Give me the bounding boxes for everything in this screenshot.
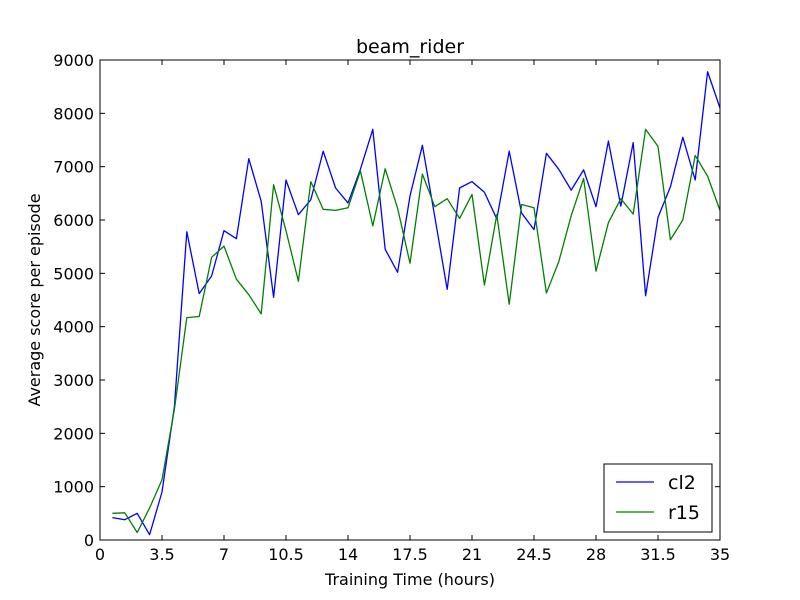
x-tick-label: 31.5 xyxy=(640,545,676,564)
y-tick-label: 1000 xyxy=(53,478,94,497)
y-tick-label: 5000 xyxy=(53,264,94,283)
y-tick-label: 8000 xyxy=(53,104,94,123)
x-axis: 0 3.5 7 10.5 14 17.5 21 24.5 28 31.5 35 xyxy=(95,60,730,564)
y-tick-label: 9000 xyxy=(53,51,94,70)
x-tick-label: 21 xyxy=(462,545,482,564)
x-tick-label: 24.5 xyxy=(516,545,552,564)
x-tick-label: 3.5 xyxy=(149,545,174,564)
y-tick-label: 3000 xyxy=(53,371,94,390)
y-tick-label: 7000 xyxy=(53,158,94,177)
x-tick-label: 14 xyxy=(338,545,358,564)
x-tick-label: 7 xyxy=(219,545,229,564)
x-tick-label: 28 xyxy=(586,545,606,564)
legend-box xyxy=(603,463,713,533)
legend-label-r15: r15 xyxy=(668,502,700,524)
legend-label-cl2: cl2 xyxy=(668,472,696,494)
series-line-cl2 xyxy=(112,71,721,536)
series-layer xyxy=(112,71,721,536)
x-tick-label: 35 xyxy=(710,545,730,564)
y-axis: 0 1000 2000 3000 4000 5000 6000 7000 8000 9000 xyxy=(53,51,720,550)
y-tick-label: 0 xyxy=(84,531,94,550)
y-tick-label: 2000 xyxy=(53,424,94,443)
chart-title: beam_rider xyxy=(356,36,464,58)
y-tick-label: 6000 xyxy=(53,211,94,230)
y-tick-label: 4000 xyxy=(53,318,94,337)
series-line-r15 xyxy=(112,128,721,534)
x-axis-title: Training Time (hours) xyxy=(324,570,495,589)
x-tick-label: 0 xyxy=(95,545,105,564)
y-axis-title: Average score per episode xyxy=(25,193,44,406)
x-tick-label: 10.5 xyxy=(268,545,304,564)
x-tick-label: 17.5 xyxy=(392,545,428,564)
legend: cl2 r15 xyxy=(603,463,713,533)
